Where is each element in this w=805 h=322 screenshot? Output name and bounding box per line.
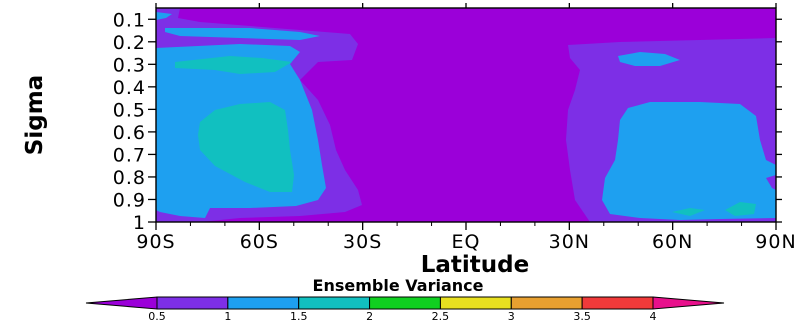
x-axis-ticks: 90S 60S 30S EQ 30N 60N 90N <box>136 3 796 253</box>
colorbar-level-label: 1.5 <box>290 310 308 322</box>
x-axis-title: Latitude <box>421 252 530 278</box>
x-tick-label: 60S <box>240 231 279 253</box>
colorbar-swatch-max <box>652 296 725 310</box>
y-tick-label: 0.8 <box>113 167 146 189</box>
colorbar-level-label: 4 <box>650 310 657 322</box>
colorbar-swatch <box>510 296 583 310</box>
y-tick-label: 0.4 <box>113 77 146 99</box>
contour-nh-level-15 <box>602 52 776 220</box>
colorbar: 0.5 1 1.5 2 2.5 3 3.5 4 <box>85 296 725 322</box>
y-tick-label: 1 <box>133 212 146 234</box>
y-tick-label: 0.9 <box>113 189 146 211</box>
x-tick-label: 30N <box>549 231 590 253</box>
colorbar-level-label: 2 <box>366 310 373 322</box>
colorbar-swatch <box>298 296 371 310</box>
x-tick-label: 90S <box>136 231 175 253</box>
colorbar-title: Ensemble Variance <box>313 276 484 295</box>
x-tick-label: EQ <box>452 231 481 253</box>
colorbar-level-label: 0.5 <box>148 310 166 322</box>
y-tick-label: 0.6 <box>113 122 146 144</box>
contour-sh-level-2 <box>175 56 294 192</box>
contour-nh-level-2 <box>672 202 756 216</box>
colorbar-level-label: 2.5 <box>432 310 450 322</box>
colorbar-swatch <box>227 296 300 310</box>
y-tick-label: 0.2 <box>113 32 146 54</box>
colorbar-level-label: 1 <box>224 310 231 322</box>
x-tick-label: 60N <box>652 231 693 253</box>
y-axis-title: Sigma <box>22 75 48 155</box>
x-tick-label: 90N <box>755 231 796 253</box>
colorbar-level-label: 3.5 <box>573 310 591 322</box>
colorbar-swatch <box>439 296 512 310</box>
colorbar-swatch <box>156 296 229 310</box>
colorbar-level-label: 3 <box>508 310 515 322</box>
y-axis-ticks: 0.10.20.30.40.50.60.70.80.91 <box>113 9 782 234</box>
y-tick-label: 0.3 <box>113 54 146 76</box>
y-tick-label: 0.7 <box>113 144 146 166</box>
contour-fill-layer <box>156 8 776 222</box>
colorbar-swatch <box>581 296 654 310</box>
y-tick-label: 0.5 <box>113 99 146 121</box>
y-tick-label: 0.1 <box>113 9 146 31</box>
x-tick-label: 30S <box>343 231 382 253</box>
colorbar-swatch-min <box>85 296 158 310</box>
colorbar-swatch <box>369 296 441 310</box>
